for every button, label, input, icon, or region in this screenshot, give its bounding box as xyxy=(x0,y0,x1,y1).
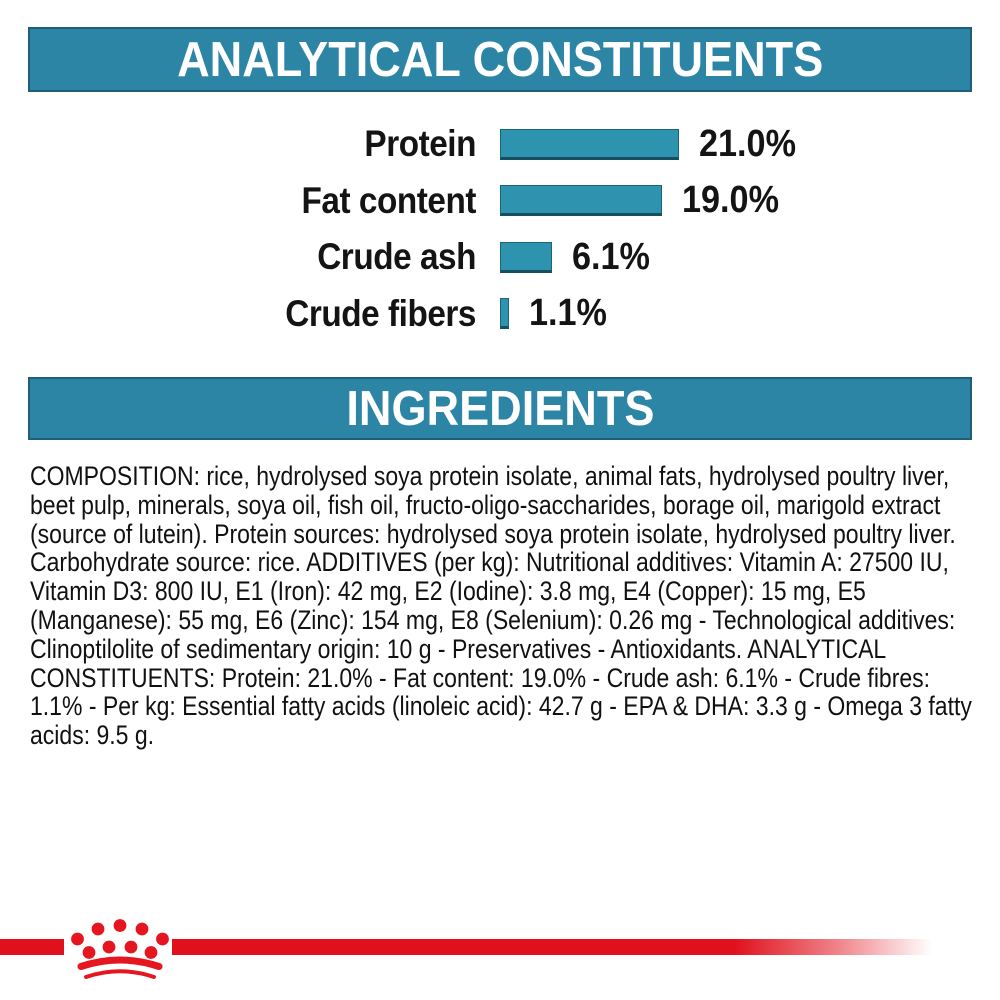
chart-bar xyxy=(500,298,510,330)
analytical-constituents-band: ANALYTICAL CONSTITUENTS xyxy=(28,27,972,92)
chart-bar-value: 21.0% xyxy=(698,122,796,165)
chart-bar xyxy=(500,128,679,160)
ingredients-title: INGREDIENTS xyxy=(345,381,655,436)
chart-row: Crude fibers 1.1% xyxy=(0,286,1000,343)
chart-row: Crude ash 6.1% xyxy=(0,229,1000,286)
chart-row-label: Crude ash xyxy=(317,236,476,278)
composition-text: COMPOSITION: rice, hydrolysed soya prote… xyxy=(30,461,972,751)
chart-bar xyxy=(500,185,662,217)
chart-row-label: Fat content xyxy=(301,179,476,221)
ingredients-band: INGREDIENTS xyxy=(28,377,972,440)
composition-section: COMPOSITION: rice, hydrolysed soya prote… xyxy=(30,462,975,750)
chart-row-label: Protein xyxy=(364,123,476,165)
chart-bar xyxy=(500,241,552,273)
chart-row-label: Crude fibers xyxy=(285,292,476,334)
chart-bar-value: 1.1% xyxy=(529,292,608,335)
footer-stripe-right xyxy=(172,939,932,955)
chart-bar-value: 19.0% xyxy=(681,179,779,222)
analytical-constituents-title: ANALYTICAL CONSTITUENTS xyxy=(176,32,824,87)
analytical-constituents-chart: Protein 21.0% Fat content 19.0% Crude as… xyxy=(0,116,1000,342)
footer-stripe-left xyxy=(0,939,64,955)
chart-row: Fat content 19.0% xyxy=(0,173,1000,230)
chart-row: Protein 21.0% xyxy=(0,116,1000,173)
royal-canin-crown-icon xyxy=(71,919,169,979)
chart-bar-value: 6.1% xyxy=(571,235,650,278)
